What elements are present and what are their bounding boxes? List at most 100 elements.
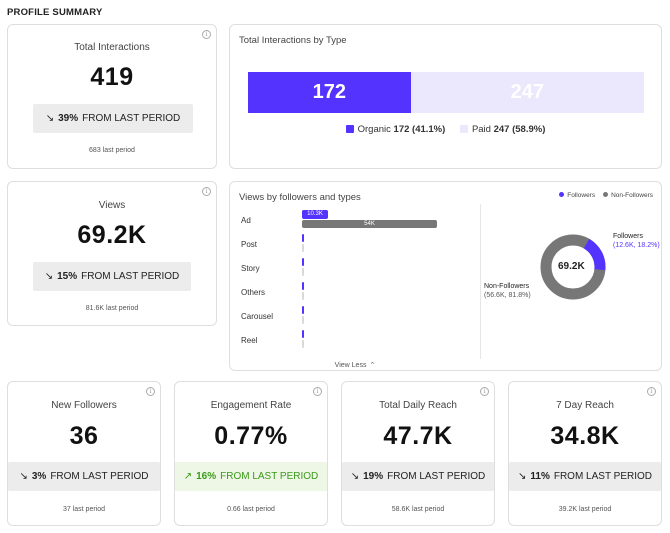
row-label: Story <box>241 264 260 273</box>
last-period: 683 last period <box>89 147 135 154</box>
legend-organic-value: 172 <box>393 124 410 135</box>
delta-badge: ↘ 11% FROM LAST PERIOD <box>509 462 661 491</box>
legend-non-followers-label: Non-Followers <box>611 192 653 199</box>
delta-text: FROM LAST PERIOD <box>81 271 180 282</box>
kpi-label: Views <box>98 200 126 211</box>
info-icon[interactable]: i <box>480 387 489 396</box>
organic-segment[interactable]: 172 <box>248 72 411 113</box>
section-title: PROFILE SUMMARY <box>7 7 103 18</box>
delta-badge: ↘ 3% FROM LAST PERIOD <box>8 462 160 491</box>
donut-label-followers: Followers (12.6K, 18.2%) <box>613 232 660 250</box>
arrow-down-icon: ↘ <box>45 113 55 124</box>
kpi-card: i 7 Day Reach 34.8K ↘ 11% FROM LAST PERIOD 39.… <box>508 381 662 526</box>
followers-bar-label: 10.3K <box>302 210 328 219</box>
kpi-value: 419 <box>90 63 134 91</box>
kpi-card: i Engagement Rate 0.77% ↗ 16% FROM LAST PERIO… <box>174 381 328 526</box>
non-followers-bar-label: 54K <box>364 221 375 227</box>
delta-text: FROM LAST PERIOD <box>220 471 319 482</box>
delta-text: FROM LAST PERIOD <box>553 471 653 482</box>
delta-badge: ↗ 16% FROM LAST PERIOD <box>175 462 327 491</box>
delta-percent: 15% <box>57 271 78 282</box>
info-icon[interactable]: i <box>202 187 211 196</box>
legend-organic-share: (41.1%) <box>412 124 446 135</box>
non-followers-bar[interactable] <box>302 316 304 324</box>
kpi-value: 0.77% <box>214 422 288 450</box>
followers-bar[interactable] <box>302 282 304 290</box>
followers-bar[interactable] <box>302 306 304 314</box>
kpi-label: 7 Day Reach <box>556 400 614 411</box>
non-followers-bar[interactable] <box>302 268 304 276</box>
info-icon[interactable]: i <box>647 387 656 396</box>
followers-bar[interactable] <box>302 258 304 266</box>
row-label: Others <box>241 288 266 297</box>
panel-title: Views by followers and types <box>239 192 361 203</box>
delta-badge: ↘ 15% FROM LAST PERIOD <box>33 262 191 291</box>
row-label: Carousel <box>241 312 274 321</box>
type-legend: Organic 172 (41.1%) Paid 247 (58.9%) <box>230 124 661 135</box>
last-period: 37 last period <box>62 506 106 513</box>
kpi-label: Engagement Rate <box>210 400 292 411</box>
row-label: Ad <box>241 216 251 225</box>
views-card: i Views 69.2K ↘ 15% FROM LAST PERIOD 81.… <box>7 181 217 326</box>
non-followers-bar[interactable] <box>302 340 304 348</box>
delta-badge: ↘ 19% FROM LAST PERIOD <box>342 462 494 491</box>
delta-percent: 11% <box>530 471 550 482</box>
panel-title: Total Interactions by Type <box>239 35 347 46</box>
donut-center-value: 69.2K <box>558 261 585 272</box>
kpi-card: i Total Daily Reach 47.7K ↘ 19% FROM LAST PER… <box>341 381 495 526</box>
interactions-stacked-bar: 172 247 <box>248 72 644 113</box>
last-period: 0.66 last period <box>227 506 275 513</box>
last-period: 39.2K last period <box>558 506 612 513</box>
legend-paid[interactable]: Paid 247 (58.9%) <box>459 124 546 135</box>
delta-text: FROM LAST PERIOD <box>387 471 486 482</box>
followers-bar[interactable] <box>302 330 304 338</box>
kpi-card: i New Followers 36 ↘ 3% FROM LAST PERIOD 37 la… <box>7 381 161 526</box>
last-period: 58.6K last period <box>391 506 445 513</box>
info-icon[interactable]: i <box>146 387 155 396</box>
views-legend: Followers Non-Followers <box>559 192 653 199</box>
organic-value: 172 <box>312 81 346 103</box>
interactions-by-type-card: Total Interactions by Type 172 247 Organ… <box>229 24 662 169</box>
row-label: Reel <box>241 336 258 345</box>
arrow-down-icon: ↘ <box>517 471 527 482</box>
kpi-value: 47.7K <box>383 422 453 450</box>
non-followers-dot <box>603 192 609 197</box>
paid-segment[interactable]: 247 <box>410 72 644 113</box>
kpi-label: Total Daily Reach <box>379 400 457 411</box>
info-icon[interactable]: i <box>202 30 211 39</box>
kpi-value: 36 <box>69 422 99 450</box>
paid-swatch <box>459 125 468 133</box>
kpi-value: 69.2K <box>77 221 147 249</box>
kpi-value: 34.8K <box>550 422 620 450</box>
legend-paid-value: 247 <box>493 124 510 135</box>
legend-organic[interactable]: Organic 172 (41.1%) <box>345 124 448 135</box>
legend-followers-label: Followers <box>567 192 596 199</box>
divider <box>480 204 481 359</box>
donut-label-non-followers: Non-Followers (56.6K, 81.8%) <box>484 282 531 300</box>
paid-value: 247 <box>510 81 544 103</box>
followers-bar[interactable] <box>302 234 304 242</box>
followers-dot <box>559 192 565 197</box>
last-period: 81.6K last period <box>85 305 139 312</box>
kpi-label: New Followers <box>51 400 117 411</box>
non-followers-bar[interactable] <box>302 220 437 228</box>
delta-percent: 16% <box>196 471 217 482</box>
arrow-down-icon: ↘ <box>350 471 360 482</box>
non-followers-bar[interactable] <box>302 292 304 300</box>
legend-followers[interactable]: Followers <box>559 192 595 199</box>
arrow-down-icon: ↘ <box>19 471 28 482</box>
delta-badge: ↘ 39% FROM LAST PERIOD <box>33 104 193 133</box>
donut-followers-detail: (12.6K, 18.2%) <box>613 242 660 249</box>
view-less-button[interactable]: View Less ⌃ <box>230 361 480 369</box>
followers-donut-chart <box>540 234 606 300</box>
delta-percent: 19% <box>363 471 384 482</box>
non-followers-bar[interactable] <box>302 244 305 252</box>
legend-non-followers[interactable]: Non-Followers <box>603 192 653 199</box>
row-label: Post <box>241 240 258 249</box>
legend-paid-share: (58.9%) <box>512 124 546 135</box>
delta-percent: 39% <box>58 113 79 124</box>
organic-swatch <box>345 125 354 133</box>
legend-organic-name: Organic <box>357 124 391 135</box>
arrow-down-icon: ↘ <box>44 271 54 282</box>
info-icon[interactable]: i <box>313 387 322 396</box>
